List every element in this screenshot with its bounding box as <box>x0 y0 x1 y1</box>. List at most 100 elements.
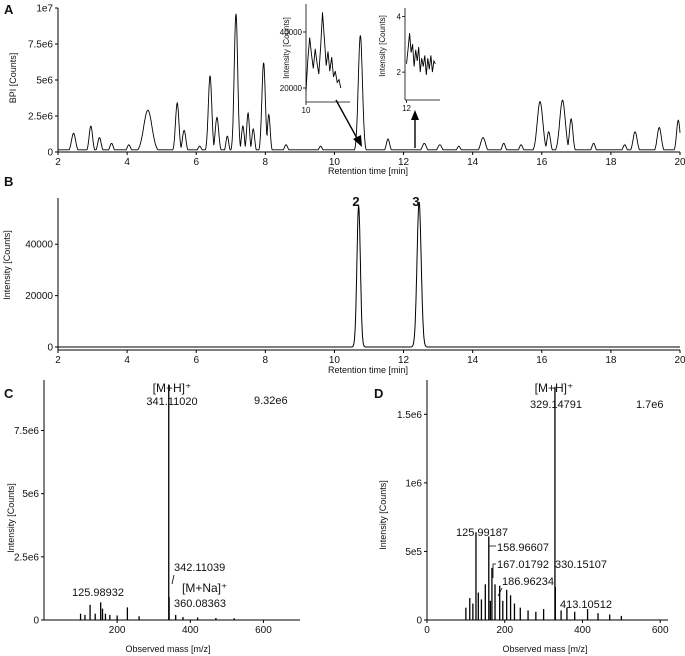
x-tick-label: 400 <box>182 625 199 636</box>
x-tick-label: 400 <box>574 625 591 636</box>
y-tick-label: 0 <box>33 616 39 627</box>
x-tick-label: 2 <box>55 355 61 366</box>
d-peak-125-label: 125.99187 <box>456 527 508 539</box>
x-tick-label: 14 <box>467 157 479 168</box>
peak-label-2: 2 <box>352 194 359 209</box>
d-peak-158-leader <box>488 545 496 560</box>
y-tick-label: 1e7 <box>36 4 53 15</box>
c-max-intensity-label: 9.32e6 <box>254 395 288 407</box>
x-tick-label: 10 <box>329 355 341 366</box>
x-tick-label: 10 <box>329 157 341 168</box>
panel-c-x-ticks: 200 400 600 <box>109 620 272 636</box>
x-tick-label: 0 <box>424 625 430 636</box>
x-tick-label: 2 <box>55 157 61 168</box>
y-tick-label: 20000 <box>25 291 53 302</box>
panel-c-y-ticks: 0 2.5e6 5e6 7.5e6 <box>14 426 44 627</box>
d-peak-158-label: 158.96607 <box>497 542 549 554</box>
inset-2-arrow-head <box>411 110 419 120</box>
y-tick-label: 0 <box>47 148 53 159</box>
panel-a-inset-1: Intensity [Counts] 10 20000 40000 <box>280 4 350 115</box>
panel-b-y-ticks: 0 20000 40000 <box>25 240 58 354</box>
panel-d-spectrum <box>465 386 623 620</box>
c-mh-mz-label: 341.11020 <box>146 396 197 408</box>
c-mna-ion-label: [M+Na]⁺ <box>182 581 227 595</box>
inset-y-tick-label: 4 <box>397 12 402 21</box>
d-mh-ion-label: [M+H]⁺ <box>535 381 574 395</box>
x-tick-label: 8 <box>263 157 269 168</box>
panel-d-x-ticks: 0 200 400 600 <box>424 620 669 636</box>
inset-1-ticks: 10 20000 40000 <box>280 28 311 115</box>
x-tick-label: 8 <box>263 355 269 366</box>
panel-a: A BPI [Counts] Retention time [min] 0 2.5… <box>4 2 685 176</box>
inset-2-trace <box>406 33 436 75</box>
inset-y-tick-label: 40000 <box>280 28 303 37</box>
panel-c-y-axis-label: Intensity [Counts] <box>6 483 16 553</box>
panel-b-eic-trace <box>58 201 680 348</box>
panel-c-letter: C <box>4 386 14 401</box>
inset-1-y-axis-label: Intensity [Counts] <box>282 17 291 79</box>
y-tick-label: 2.5e6 <box>28 112 53 123</box>
panel-a-inset-2: Intensity [Counts] 12 2 4 <box>378 8 440 113</box>
panel-a-y-axis-label: BPI [Counts] <box>8 53 18 104</box>
x-tick-label: 600 <box>255 625 272 636</box>
panel-b-letter: B <box>4 174 13 189</box>
panel-c-spectrum <box>79 384 235 620</box>
d-max-intensity-label: 1.7e6 <box>636 399 664 411</box>
panel-b-y-axis-label: Intensity [Counts] <box>2 230 12 300</box>
y-tick-label: 5e6 <box>36 76 53 87</box>
panel-b-x-axis-label: Retention time [min] <box>328 365 408 375</box>
x-tick-label: 6 <box>193 355 199 366</box>
panel-a-letter: A <box>4 2 14 17</box>
d-peak-186-label: 186.96234 <box>502 576 554 588</box>
c-peak-125-label: 125.98932 <box>72 587 124 599</box>
peak-label-3: 3 <box>412 194 419 209</box>
panel-a-x-ticks: 2 4 6 8 10 12 14 16 18 20 <box>55 152 685 168</box>
x-tick-label: 4 <box>124 157 130 168</box>
x-tick-label: 20 <box>674 157 685 168</box>
y-tick-label: 1e6 <box>405 478 422 489</box>
d-peak-167-label: 167.01792 <box>497 559 549 571</box>
panel-d-y-ticks: 0 5e5 1e6 1.5e6 <box>397 410 427 627</box>
d-peak-186-leader <box>497 587 503 597</box>
y-tick-label: 2.5e6 <box>14 552 39 563</box>
y-tick-label: 40000 <box>25 240 53 251</box>
y-tick-label: 1.5e6 <box>397 410 422 421</box>
y-tick-label: 0 <box>416 616 422 627</box>
y-tick-label: 5e6 <box>22 489 39 500</box>
inset-y-tick-label: 2 <box>397 68 402 77</box>
panel-c-x-axis-label: Observed mass [m/z] <box>125 644 210 654</box>
x-tick-label: 12 <box>398 157 410 168</box>
c-peak-342-label: 342.11039 <box>174 562 225 574</box>
panel-c: C Intensity [Counts] Observed mass [m/z]… <box>4 380 300 654</box>
panel-b-x-ticks: 2 4 6 8 10 12 14 16 18 20 <box>55 350 685 366</box>
inset-x-tick-label: 10 <box>302 106 311 115</box>
x-tick-label: 600 <box>652 625 669 636</box>
x-tick-label: 200 <box>109 625 126 636</box>
panel-d-y-axis-label: Intensity [Counts] <box>378 480 388 550</box>
x-tick-label: 6 <box>193 157 199 168</box>
x-tick-label: 4 <box>124 355 130 366</box>
y-tick-label: 7.5e6 <box>14 426 39 437</box>
panel-d: D Intensity [Counts] Observed mass [m/z]… <box>374 380 669 654</box>
panel-a-x-axis-label: Retention time [min] <box>328 166 408 176</box>
inset-2-ticks: 12 2 4 <box>397 12 412 113</box>
y-tick-label: 0 <box>47 343 53 354</box>
panel-d-x-axis-label: Observed mass [m/z] <box>502 644 587 654</box>
c-mh-ion-label: [M+H]⁺ <box>153 381 192 395</box>
c-mna-mz-label: 360.08363 <box>174 598 226 610</box>
x-tick-label: 16 <box>536 157 548 168</box>
d-peak-413-label: 413.10512 <box>560 599 612 611</box>
d-peak-330-label: 330.15107 <box>555 559 607 571</box>
x-tick-label: 200 <box>496 625 513 636</box>
inset-y-tick-label: 20000 <box>280 84 303 93</box>
d-mh-mz-label: 329.14791 <box>530 399 582 411</box>
c-peak-342-leader <box>171 574 175 585</box>
x-tick-label: 14 <box>467 355 479 366</box>
inset-x-tick-label: 12 <box>402 104 411 113</box>
panel-d-letter: D <box>374 386 383 401</box>
x-tick-label: 12 <box>398 355 410 366</box>
inset-2-y-axis-label: Intensity [Counts] <box>378 15 387 77</box>
y-tick-label: 7.5e6 <box>28 40 53 51</box>
inset-1-arrow-head <box>353 135 362 147</box>
